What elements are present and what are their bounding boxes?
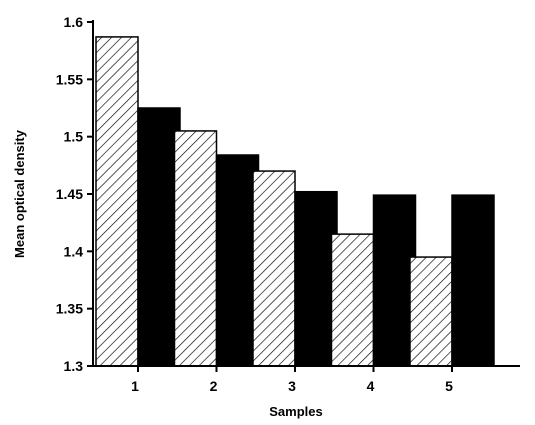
bar-hatched-sample-1 [95, 36, 139, 367]
x-tick-label: 5 [445, 378, 453, 394]
bar-solid-sample-4 [372, 194, 417, 367]
x-axis-title: Samples [269, 404, 322, 419]
y-tick-label: 1.45 [56, 186, 83, 202]
bar-hatched-sample-3 [252, 170, 296, 367]
x-tick-label: 4 [367, 378, 375, 394]
x-ticks-group: 1 2 3 4 5 [131, 366, 453, 394]
bar-solid-sample-5 [451, 194, 495, 367]
bar-solid-sample-3 [294, 190, 338, 367]
y-tick-label: 1.5 [64, 129, 84, 145]
bar-solid-sample-2 [215, 154, 260, 367]
bar-hatched-sample-2 [173, 130, 218, 367]
y-tick-label: 1.3 [64, 358, 84, 374]
x-tick-label: 3 [288, 378, 296, 394]
y-tick-label: 1.55 [56, 71, 83, 87]
y-axis-title: Mean optical density [12, 129, 27, 258]
y-tick-label: 1.35 [56, 301, 83, 317]
x-tick-label: 2 [210, 378, 218, 394]
y-tick-label: 1.6 [64, 14, 84, 30]
x-tick-label: 1 [131, 378, 139, 394]
bar-hatched-sample-4 [330, 233, 375, 367]
y-tick-label: 1.4 [64, 243, 84, 259]
y-ticks-group: 1.3 1.35 1.4 1.45 1.5 1.55 1.6 [56, 14, 93, 374]
bar-solid-sample-1 [137, 107, 181, 367]
bar-hatched-sample-5 [409, 256, 453, 367]
bars-group [95, 36, 495, 367]
